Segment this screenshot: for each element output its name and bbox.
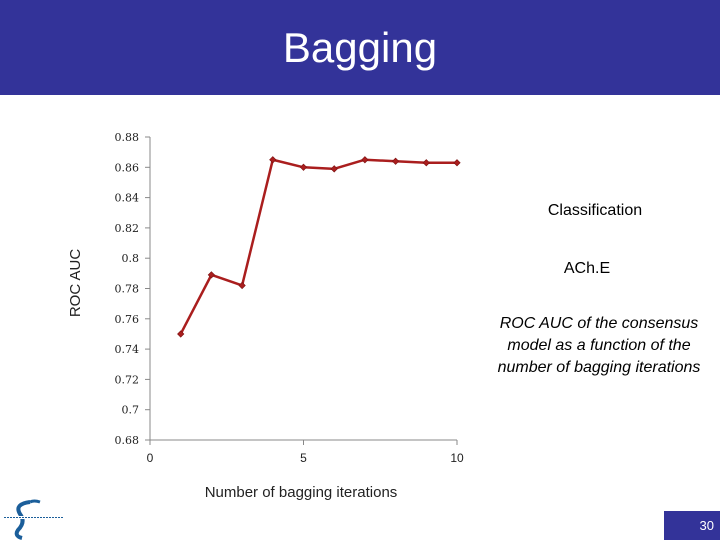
y-tick-label: 0.78 [115, 283, 140, 296]
title-bar [0, 0, 720, 95]
slide-title: Bagging [282, 24, 438, 71]
target-label: ACh.E [563, 260, 611, 277]
x-tick-labels: 0 5 10 [147, 440, 464, 465]
x-axis-title: Number of bagging iterations [205, 484, 398, 501]
data-point [207, 271, 216, 279]
x-tick-label: 10 [450, 451, 464, 465]
x-tick-label: 0 [147, 451, 154, 465]
series-line [179, 158, 457, 335]
y-tick-label: 0.72 [115, 373, 140, 386]
data-point [299, 163, 308, 171]
data-point [238, 281, 246, 290]
data-point [269, 156, 277, 164]
data-point [330, 165, 338, 173]
data-point [391, 157, 400, 165]
y-tick-label: 0.86 [115, 161, 140, 174]
university-logo [2, 499, 66, 540]
y-tick-label: 0.88 [115, 131, 140, 144]
data-point [422, 159, 430, 167]
chart-axes [149, 137, 457, 441]
y-axis-title: ROC AUC [67, 249, 84, 318]
page-number: 30 [664, 511, 720, 540]
data-point [453, 159, 461, 167]
y-tick-label: 0.74 [115, 343, 140, 356]
y-tick-label: 0.76 [115, 313, 140, 326]
y-tick-label: 0.68 [115, 434, 140, 447]
y-tick-label: 0.7 [122, 404, 140, 417]
chart-caption: ROC AUC of the consensus model as a func… [497, 315, 701, 376]
series-auc [177, 156, 461, 338]
y-tick-label: 0.84 [115, 192, 140, 205]
data-point [361, 156, 369, 164]
data-point [177, 330, 185, 338]
y-tick-label: 0.8 [122, 252, 140, 265]
x-tick-label: 5 [300, 451, 307, 465]
y-tick-label: 0.82 [115, 222, 140, 235]
classification-label: Classification [547, 202, 643, 219]
y-tick-labels: 0.68 0.7 0.72 0.74 0.76 0.78 0.8 0.82 0.84 0.86 0.… [115, 131, 150, 447]
